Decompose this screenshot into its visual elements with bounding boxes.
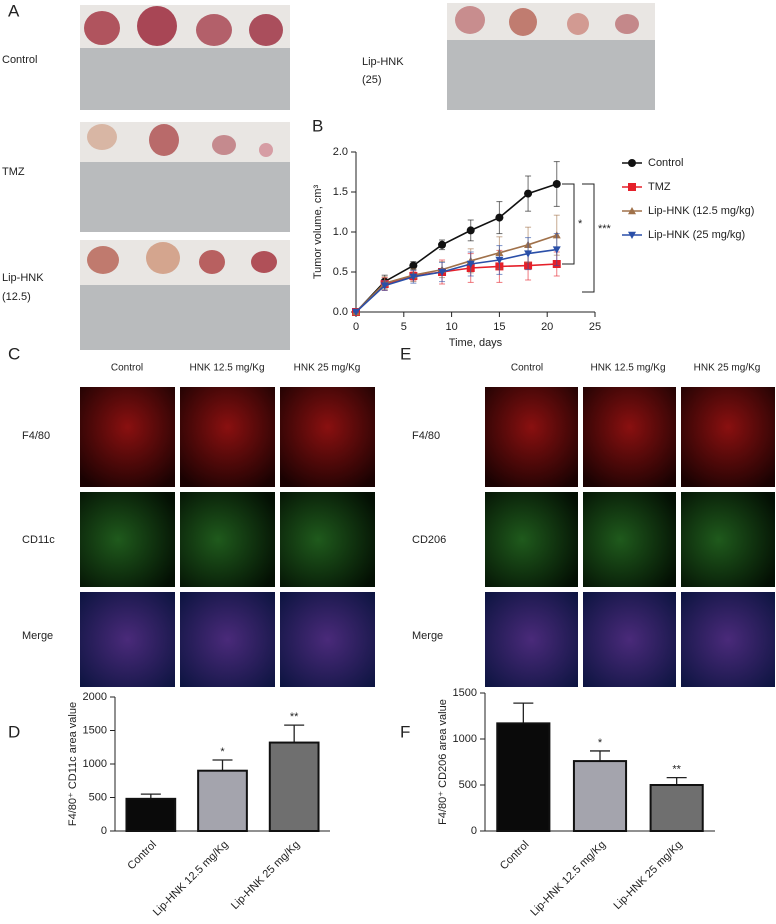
marker (495, 256, 504, 264)
panel-label: A (8, 1, 20, 20)
annotation: * (578, 218, 583, 230)
y-tick-label: 0 (471, 825, 477, 837)
tumor-photo (80, 240, 290, 350)
marker (628, 183, 636, 191)
x-tick-label: Control (498, 839, 532, 873)
marker (380, 282, 389, 290)
line (355, 248, 557, 313)
y-axis-label: F4/80⁺ CD206 area value (437, 699, 449, 825)
photo-label: (12.5) (2, 291, 31, 303)
x-tick-label: 15 (493, 321, 505, 333)
x-tick-label: 10 (445, 321, 457, 333)
bracket (562, 183, 575, 265)
photo-label: TMZ (2, 166, 25, 178)
y-axis-label: Tumor volume, cm³ (312, 185, 324, 280)
y-tick-label: 2000 (83, 691, 107, 703)
y-tick-label: 500 (459, 779, 477, 791)
panel-label: D (8, 722, 20, 741)
marker (524, 250, 533, 258)
y-tick-label: 2.0 (333, 146, 348, 158)
panel-label: C (8, 344, 20, 363)
photo-label: Lip-HNK (362, 56, 404, 68)
x-tick-label: 5 (401, 321, 407, 333)
y-tick-label: 500 (89, 791, 107, 803)
legend-label: Lip-HNK (12.5 mg/kg) (648, 205, 754, 217)
y-tick-label: 1.0 (333, 226, 348, 238)
bracket (582, 183, 595, 293)
column-header: Control (111, 363, 143, 374)
bar (649, 784, 704, 832)
bar (572, 760, 628, 833)
marker (466, 260, 475, 268)
marker (628, 159, 636, 167)
x-tick-label: 20 (541, 321, 553, 333)
y-axis-label: F4/80⁺ CD11c area value (67, 702, 79, 826)
y-tick-label: 1500 (453, 687, 477, 699)
y-tick-label: 0.0 (333, 306, 348, 318)
column-header: HNK 25 mg/Kg (694, 363, 761, 374)
x-tick-label: Lip-HNK 25 mg/Kg (229, 839, 302, 912)
bar (197, 769, 248, 833)
legend-label: TMZ (648, 181, 671, 193)
panel-label: F (400, 722, 410, 741)
row-label: CD11c (22, 534, 55, 546)
y-tick-label: 1500 (83, 724, 107, 736)
micrographs (80, 387, 775, 687)
column-header: HNK 12.5 mg/Kg (590, 363, 665, 374)
y-tick-label: 0.5 (333, 266, 348, 278)
marker (409, 261, 418, 270)
bar (125, 797, 177, 833)
y-tick-label: 1000 (453, 733, 477, 745)
y-tick-label: 1.5 (333, 186, 348, 198)
row-label: Merge (412, 630, 443, 642)
row-label: Merge (22, 630, 53, 642)
photo-label: Control (2, 54, 37, 66)
bar (496, 722, 551, 832)
line (355, 234, 558, 313)
column-header: Control (511, 363, 543, 374)
x-tick-label: Control (125, 839, 159, 873)
marker (552, 246, 561, 254)
photo-label: Lip-HNK (2, 272, 44, 284)
annotation: ** (672, 764, 681, 776)
marker (352, 308, 360, 316)
marker (524, 189, 533, 198)
x-tick-label: Lip-HNK 12.5 mg/Kg (151, 839, 231, 919)
x-tick-label: 0 (353, 321, 359, 333)
x-tick-label: 25 (589, 321, 601, 333)
marker (466, 226, 475, 235)
marker (438, 240, 447, 249)
legend-label: Lip-HNK (25 mg/kg) (648, 229, 745, 241)
y-tick-label: 0 (101, 825, 107, 837)
annotation: * (220, 746, 225, 758)
x-axis-label: Time, days (449, 337, 503, 349)
column-header: HNK 12.5 mg/Kg (189, 363, 264, 374)
marker (409, 273, 418, 281)
row-label: F4/80 (22, 430, 50, 442)
annotation: ** (290, 711, 299, 723)
panel-label: B (312, 116, 323, 135)
annotation: *** (598, 223, 612, 235)
tumor-photo (80, 122, 290, 232)
marker (552, 180, 561, 188)
marker (438, 268, 447, 276)
tumor-photo (80, 5, 290, 110)
y-tick-label: 1000 (83, 758, 107, 770)
marker (628, 207, 636, 215)
x-tick-label: Lip-HNK 25 mg/Kg (612, 839, 685, 912)
x-tick-label: Lip-HNK 12.5 mg/Kg (528, 839, 608, 919)
column-header: HNK 25 mg/Kg (294, 363, 361, 374)
row-label: CD206 (412, 534, 446, 546)
bar (268, 741, 320, 832)
marker (628, 231, 636, 239)
line (355, 183, 558, 313)
legend-label: Control (648, 157, 683, 169)
photo-label: (25) (362, 74, 382, 86)
annotation: * (598, 737, 603, 749)
row-label: F4/80 (412, 430, 440, 442)
tumor-photo (447, 3, 655, 110)
marker (495, 213, 504, 222)
panel-label: E (400, 344, 411, 363)
